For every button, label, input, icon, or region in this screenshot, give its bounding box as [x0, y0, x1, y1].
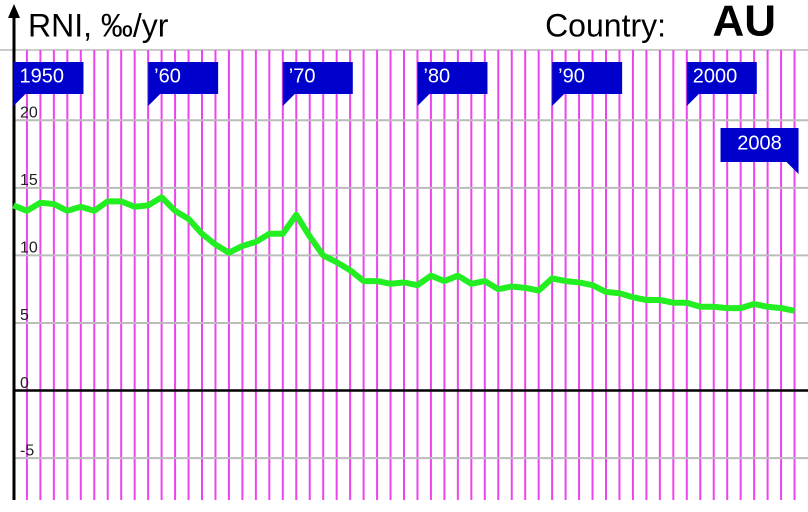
year-flag-label: ’70	[289, 65, 316, 87]
y-tick-label: 10	[20, 240, 38, 257]
y-tick-label: -5	[20, 442, 34, 459]
year-flag-label: ’90	[558, 65, 585, 87]
year-flag	[13, 62, 84, 106]
year-flag	[148, 62, 219, 106]
year-flag-label: ’80	[423, 65, 450, 87]
year-flag-label: ’60	[154, 65, 181, 87]
year-flag-label: 2008	[737, 132, 782, 154]
y-tick-label: 5	[20, 307, 29, 324]
y-tick-label: 15	[20, 172, 38, 189]
y-axis-arrow	[8, 4, 20, 18]
country-label: Country:	[545, 7, 666, 43]
year-flag-label: 1950	[19, 65, 64, 87]
year-flag	[282, 62, 353, 106]
year-flag	[720, 128, 799, 174]
chart-title: RNI, ‰/yr	[28, 7, 169, 43]
year-flag	[417, 62, 488, 106]
year-flag-label: 2000	[693, 65, 738, 87]
year-flag	[552, 62, 623, 106]
country-code: AU	[712, 0, 776, 46]
y-tick-label: 0	[20, 375, 29, 392]
year-flag	[686, 62, 757, 106]
y-tick-label: 20	[20, 104, 38, 121]
data-line	[12, 194, 796, 314]
